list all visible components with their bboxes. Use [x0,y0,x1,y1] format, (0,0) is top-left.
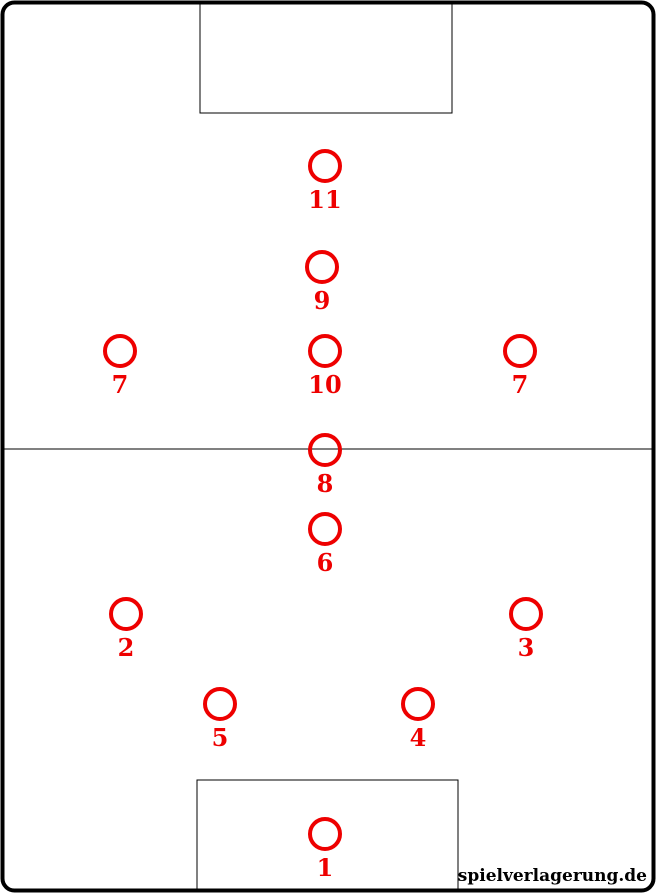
player-number: 4 [410,723,427,752]
player-marker: 3 [509,597,543,662]
player-number: 6 [317,548,334,577]
player-number: 1 [317,853,334,882]
player-marker: 10 [308,334,342,399]
player-circle [109,597,143,631]
player-circle [308,149,342,183]
player-number: 10 [308,370,341,399]
player-number: 9 [314,286,331,315]
bottom-penalty-box [196,779,459,891]
player-marker: 5 [203,687,237,752]
player-marker: 11 [308,149,342,214]
player-marker: 9 [305,250,339,315]
player-marker: 8 [308,433,342,498]
player-circle [401,687,435,721]
player-circle [503,334,537,368]
player-circle [308,433,342,467]
player-circle [308,817,342,851]
player-number: 5 [212,723,229,752]
player-marker: 1 [308,817,342,882]
player-circle [305,250,339,284]
player-number: 2 [118,633,135,662]
player-circle [203,687,237,721]
player-marker: 7 [103,334,137,399]
player-marker: 6 [308,512,342,577]
player-circle [509,597,543,631]
player-marker: 7 [503,334,537,399]
watermark-text: spielverlagerung.de [458,866,647,886]
player-number: 8 [317,469,334,498]
player-number: 7 [512,370,529,399]
player-marker: 2 [109,597,143,662]
player-marker: 4 [401,687,435,752]
player-number: 7 [112,370,129,399]
player-number: 11 [308,185,341,214]
top-penalty-box [199,3,453,114]
players-layer: 1 2 3 4 5 6 8 7 10 7 9 11 [103,149,543,882]
player-circle [103,334,137,368]
player-circle [308,334,342,368]
player-number: 3 [518,633,535,662]
player-circle [308,512,342,546]
